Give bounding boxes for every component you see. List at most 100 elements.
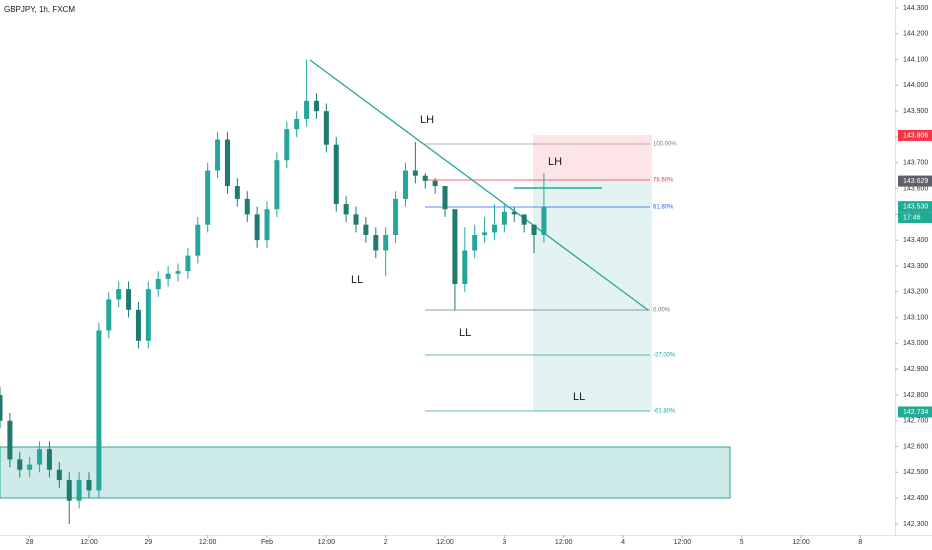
price-badge-label: 143.629	[903, 178, 928, 185]
candle-body	[284, 129, 290, 161]
y-tick-label: 143.400	[903, 237, 928, 244]
x-tick-label: 4	[621, 539, 625, 546]
candle-body	[363, 224, 369, 235]
candle-body	[155, 278, 161, 290]
price-badge	[898, 175, 932, 187]
candle-body	[0, 394, 3, 421]
candle-body	[145, 289, 151, 341]
y-tick-label: 143.600	[903, 185, 928, 192]
annotation: LH	[548, 156, 562, 168]
candle-body	[482, 232, 488, 235]
fib-label: 100.00%	[653, 142, 677, 148]
x-tick-label: 12:00	[436, 539, 454, 546]
candle-body	[294, 118, 300, 130]
price-badge-label: 142.734	[903, 409, 928, 416]
candle-body	[393, 198, 399, 235]
candle-body	[254, 214, 260, 241]
price-badge	[898, 129, 932, 141]
candle-body	[462, 250, 468, 285]
target-zone	[533, 180, 652, 411]
candle-body	[313, 100, 319, 112]
candle-body	[412, 170, 418, 176]
candle-body	[383, 234, 389, 251]
y-tick-label: 144.100	[903, 56, 928, 63]
candle-body	[501, 211, 507, 225]
candle-body	[66, 480, 72, 501]
x-tick-label: 3	[502, 539, 506, 546]
candle-body	[185, 255, 191, 272]
candle-body	[17, 459, 23, 470]
x-tick-label: Feb	[261, 539, 273, 546]
chart-title: GBPJPY, 1h, FXCM	[4, 5, 75, 14]
fib-label: 78.60%	[653, 178, 674, 184]
candle-body	[244, 198, 250, 215]
annotation: LL	[351, 274, 363, 286]
candle-body	[432, 180, 438, 186]
annotation: LL	[573, 391, 585, 403]
fib-label: -27.00%	[653, 353, 676, 359]
y-tick-label: 142.500	[903, 469, 928, 476]
countdown-label: 17:46	[903, 214, 921, 221]
candle-body	[442, 185, 448, 210]
candle-body	[521, 214, 527, 225]
candle-body	[165, 273, 171, 279]
candle-body	[116, 289, 122, 300]
fib-label: 61.80%	[653, 205, 674, 211]
x-tick-label: 12:00	[318, 539, 336, 546]
candle-body	[373, 234, 379, 251]
x-tick-label: 12:00	[555, 539, 573, 546]
candle-body	[175, 271, 181, 274]
candle-body	[491, 224, 497, 233]
candle-body	[472, 234, 478, 251]
candle-body	[422, 175, 428, 181]
y-tick-label: 143.100	[903, 314, 928, 321]
y-tick-label: 143.700	[903, 160, 928, 167]
y-tick-label: 143.000	[903, 340, 928, 347]
y-tick-label: 143.200	[903, 289, 928, 296]
candle-body	[76, 480, 82, 501]
candle-body	[343, 204, 349, 215]
candle-body	[96, 330, 102, 491]
x-tick-label: 12:00	[674, 539, 692, 546]
price-badge	[898, 201, 932, 213]
annotation: LH	[420, 114, 434, 126]
y-tick-label: 142.300	[903, 521, 928, 528]
fib-label: 0.00%	[653, 308, 671, 314]
candle-body	[452, 209, 458, 285]
candle-body	[106, 299, 112, 331]
countdown-badge	[898, 212, 932, 224]
y-tick-label: 142.800	[903, 392, 928, 399]
candle-body	[27, 464, 33, 470]
x-tick-label: 29	[144, 539, 152, 546]
x-tick-label: 2	[384, 539, 388, 546]
stop-zone	[533, 135, 652, 180]
price-badge-label: 143.806	[903, 132, 928, 139]
fib-label: -61.80%	[653, 409, 676, 415]
y-tick-label: 142.900	[903, 366, 928, 373]
candle-body	[264, 209, 270, 241]
y-tick-label: 143.900	[903, 108, 928, 115]
y-tick-label: 143.300	[903, 263, 928, 270]
candle-body	[402, 170, 408, 199]
candle-body	[304, 100, 310, 119]
candle-body	[215, 139, 221, 171]
candle-body	[37, 449, 43, 465]
candle-body	[333, 144, 339, 205]
candle-body	[224, 139, 230, 186]
candle-body	[531, 224, 537, 235]
price-badge-label: 143.530	[903, 203, 928, 210]
x-tick-label: 12:00	[80, 539, 98, 546]
y-tick-label: 144.000	[903, 82, 928, 89]
candle-body	[323, 111, 329, 145]
y-tick-label: 144.300	[903, 5, 928, 12]
candle-body	[46, 449, 52, 470]
candle-body	[511, 211, 517, 215]
candle-body	[541, 206, 547, 235]
demand-zone	[0, 446, 731, 499]
x-tick-label: 8	[858, 539, 862, 546]
candle-body	[353, 214, 359, 225]
candle-body	[56, 469, 62, 481]
y-tick-label: 142.600	[903, 443, 928, 450]
candle-body	[86, 480, 92, 491]
y-tick-label: 142.400	[903, 495, 928, 502]
